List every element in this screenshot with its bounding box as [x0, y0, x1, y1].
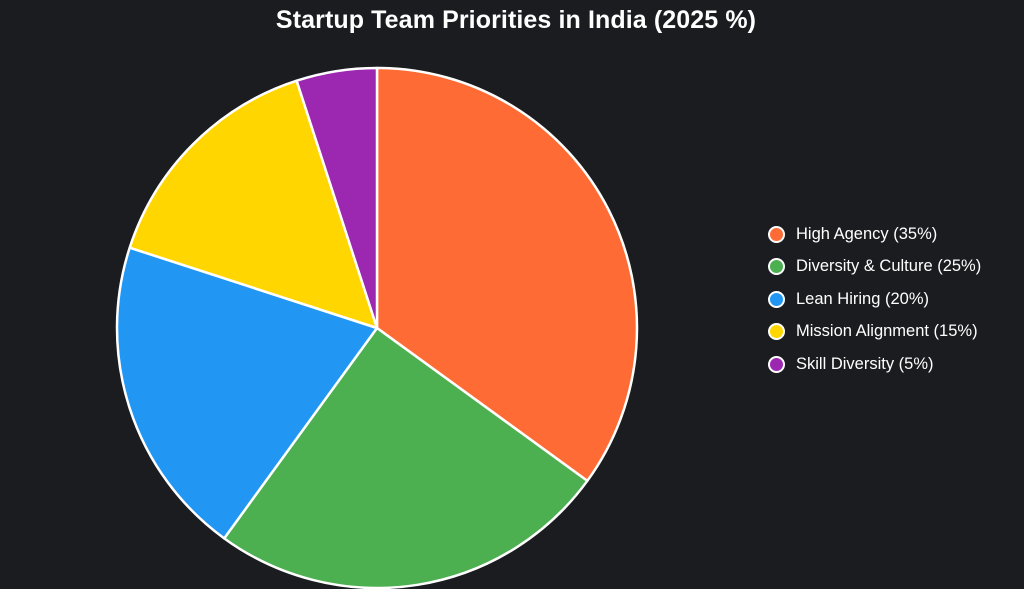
legend-label-diversity-culture: Diversity & Culture (25%)	[796, 257, 982, 276]
legend-swatch-lean-hiring	[768, 290, 785, 308]
pie-slice-mission-alignment	[128, 79, 379, 330]
legend-label-lean-hiring: Lean Hiring (20%)	[796, 289, 929, 308]
pie-slice-lean-hiring	[115, 246, 379, 540]
legend-swatch-skill-diversity	[768, 355, 785, 373]
pie-slice-diversity-culture	[222, 326, 589, 589]
pie-slice-high-agency	[375, 66, 639, 483]
legend-item-high-agency: High Agency (35%)	[768, 218, 981, 251]
chart-legend: High Agency (35%) Diversity & Culture (25…	[768, 218, 981, 381]
legend-item-mission-alignment: Mission Alignment (15%)	[768, 316, 981, 349]
legend-item-lean-hiring: Lean Hiring (20%)	[768, 283, 981, 316]
legend-swatch-high-agency	[768, 225, 785, 243]
legend-label-high-agency: High Agency (35%)	[796, 224, 938, 243]
legend-item-diversity-culture: Diversity & Culture (25%)	[768, 251, 981, 284]
legend-swatch-diversity-culture	[768, 258, 785, 276]
legend-label-mission-alignment: Mission Alignment (15%)	[796, 322, 978, 341]
pie-slice-skill-diversity	[295, 66, 379, 330]
legend-swatch-mission-alignment	[768, 323, 785, 341]
legend-label-skill-diversity: Skill Diversity (5%)	[796, 354, 934, 373]
chart-title: Startup Team Priorities in India (2025 %…	[275, 6, 757, 34]
legend-item-skill-diversity: Skill Diversity (5%)	[768, 348, 981, 381]
